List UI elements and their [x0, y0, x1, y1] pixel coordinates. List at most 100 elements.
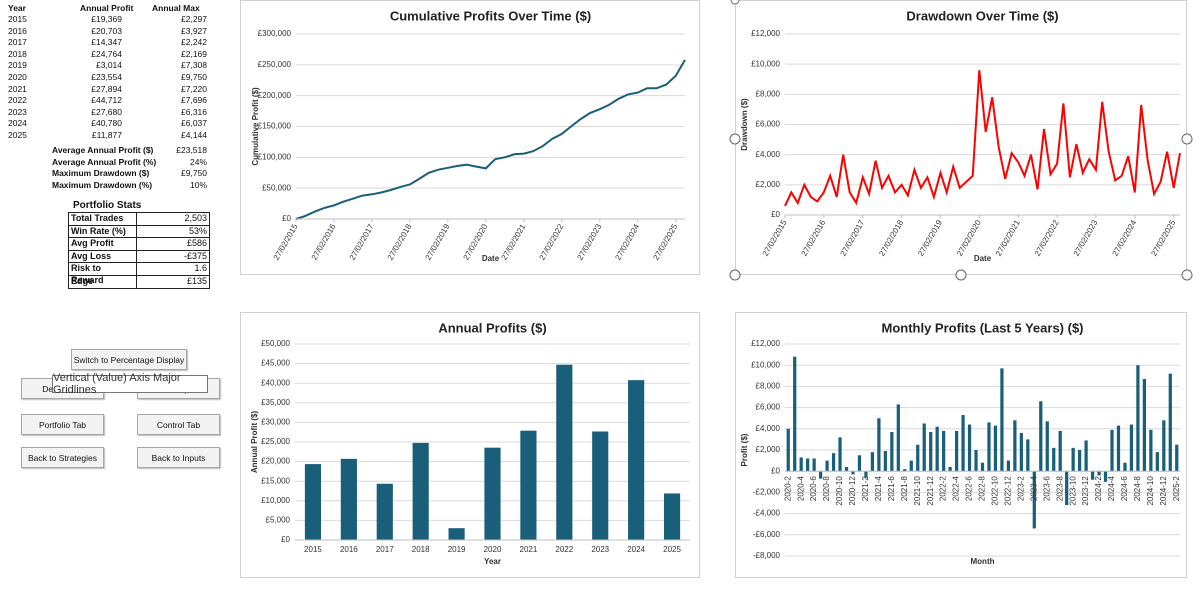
y-tick-label: -£4,000: [753, 509, 781, 518]
y-tick-label: £40,000: [261, 378, 290, 387]
stats-label: Win Rate (%): [69, 225, 137, 238]
table-cell: £44,712: [91, 95, 122, 106]
handle: [1181, 133, 1193, 145]
bar: [1084, 440, 1088, 472]
table-cell: £24,764: [91, 48, 122, 59]
y-tick-label: £50,000: [261, 339, 290, 348]
handle: [955, 269, 967, 281]
data-line: [295, 59, 686, 220]
bar: [1052, 447, 1056, 472]
chart-title: Monthly Profits (Last 5 Years) ($): [881, 320, 1083, 335]
y-tick-label: £4,000: [756, 424, 781, 433]
table-cell: 2022: [8, 95, 27, 106]
bar: [844, 466, 849, 472]
bar: [1149, 429, 1153, 472]
x-tick-label: 2024: [627, 545, 645, 554]
chart-title: Cumulative Profits Over Time ($): [390, 8, 591, 23]
x-tick-label: 2021: [520, 545, 538, 554]
table-cell: £14,347: [91, 37, 122, 48]
x-tick-label: 2016: [340, 545, 358, 554]
table-cell: £11,877: [91, 130, 122, 140]
bar: [1071, 447, 1075, 472]
x-tick-label: 2024-6: [1120, 476, 1129, 501]
summary-value: £23,518: [176, 145, 207, 155]
bar: [954, 430, 959, 472]
x-tick-label: 2021-6: [887, 476, 896, 501]
x-tick-label: 2020-2: [783, 476, 792, 501]
y-tick-label: £35,000: [261, 398, 290, 407]
y-tick-label: £0: [281, 535, 290, 544]
y-tick-label: £5,000: [266, 516, 291, 525]
button[interactable]: Back to Inputs: [137, 447, 220, 468]
bar: [967, 424, 972, 472]
stats-value: £586: [186, 238, 207, 249]
bar: [1103, 471, 1108, 482]
bar: [1129, 424, 1134, 472]
x-tick-label: 2018: [412, 545, 430, 554]
bar: [1168, 373, 1172, 472]
bar: [520, 430, 537, 540]
stats-row: Risk to Reward 1.6: [69, 263, 209, 285]
x-tick-label: 2024-2: [1094, 476, 1103, 501]
bar: [1116, 425, 1121, 472]
y-tick-label: £12,000: [751, 29, 780, 38]
table-cell: £20,703: [91, 25, 122, 36]
chart-frame: [735, 0, 1187, 275]
bar: [1045, 421, 1049, 472]
y-tick-label: £15,000: [261, 476, 290, 485]
bar: [1097, 471, 1101, 476]
y-tick-label: -£8,000: [753, 551, 781, 560]
y-tick-label: £10,000: [751, 59, 780, 68]
y-axis-title: Profit ($): [740, 433, 749, 466]
button[interactable]: Portfolio Tab: [21, 414, 104, 435]
bar: [980, 462, 985, 472]
bar: [1039, 401, 1043, 472]
bar: [857, 455, 862, 472]
y-tick-label: -£6,000: [753, 530, 781, 539]
table-cell: £40,780: [91, 118, 122, 129]
y-tick-label: £2,000: [756, 445, 781, 454]
y-tick-label: £100,000: [258, 152, 292, 161]
bar: [1078, 450, 1082, 472]
x-tick-label: 2023: [591, 545, 609, 554]
y-tick-label: £45,000: [261, 359, 290, 368]
x-tick-label: 2020-12: [848, 476, 857, 506]
stats-label: Risk to Reward: [69, 263, 137, 285]
y-tick-label: £6,000: [756, 403, 781, 412]
x-tick-label: 2021-4: [874, 476, 883, 501]
table-cell: £6,316: [181, 106, 207, 117]
x-axis-title: Month: [971, 557, 995, 566]
table-cell: £2,297: [181, 14, 207, 24]
table-cell: £4,144: [181, 130, 207, 140]
bar: [1013, 420, 1017, 472]
table-cell: £9,750: [181, 72, 207, 82]
table-cell: £6,037: [181, 118, 207, 129]
button[interactable]: Back to Strategies: [21, 447, 104, 468]
table-cell: 2017: [8, 37, 27, 48]
y-tick-label: £2,000: [756, 180, 781, 189]
bar: [1000, 368, 1004, 472]
y-tick-label: -£2,000: [753, 488, 781, 497]
bar: [806, 458, 810, 472]
x-tick-label: 2021-8: [900, 476, 909, 501]
stats-row: Edge £135: [69, 275, 209, 288]
button[interactable]: Control Tab: [137, 414, 220, 435]
summary-label: Average Annual Profit (%): [52, 156, 157, 167]
y-axis-title: Drawdown ($): [740, 98, 749, 151]
table-cell: £2,169: [181, 48, 207, 59]
table-cell: £19,369: [91, 14, 122, 24]
x-tick-label: 2020: [484, 545, 502, 554]
chart-title: Drawdown Over Time ($): [906, 8, 1058, 23]
y-axis-title: Cumulative Profit ($): [251, 87, 260, 166]
table-cell: £3,927: [181, 25, 207, 36]
y-tick-label: £0: [771, 466, 780, 475]
x-tick-label: 2024-10: [1146, 476, 1155, 506]
bar: [1058, 430, 1062, 472]
chart-title: Annual Profits ($): [438, 320, 546, 335]
y-tick-label: £0: [282, 214, 291, 223]
table-cell: £7,308: [181, 60, 207, 71]
button[interactable]: Switch to Percentage Display: [71, 349, 187, 370]
stats-row: Avg Loss -£375: [69, 250, 209, 264]
bar: [896, 404, 900, 472]
table-cell: 2016: [8, 25, 27, 36]
